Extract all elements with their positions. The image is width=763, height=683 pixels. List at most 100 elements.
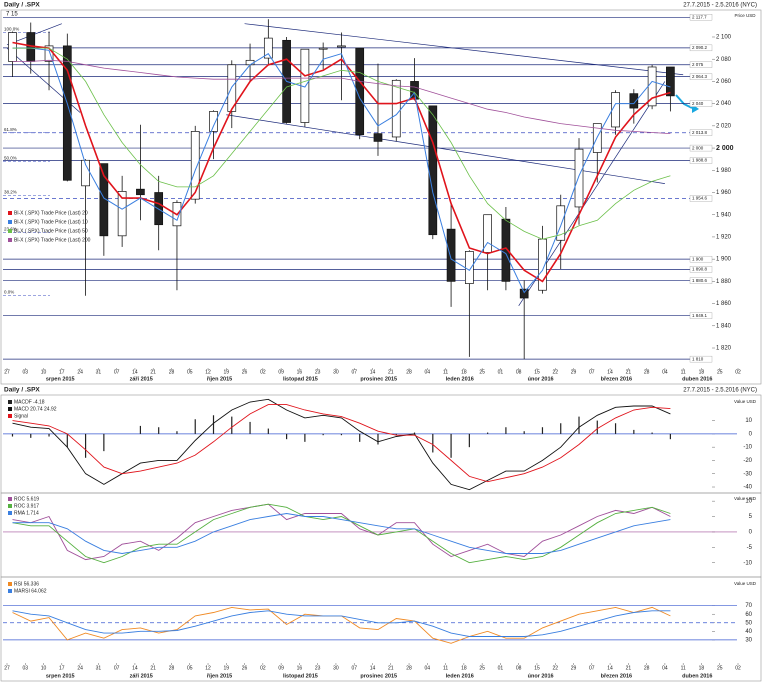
legend-entry: ROC 5.619 bbox=[14, 496, 39, 502]
y-tick-label: 10 bbox=[745, 499, 752, 505]
level-label-box bbox=[689, 14, 713, 21]
x-tick-label: 30 bbox=[333, 665, 339, 671]
legend-swatch bbox=[8, 582, 12, 586]
y-tick-label: 2 000 bbox=[716, 145, 734, 152]
x-tick-label: 04 bbox=[662, 665, 668, 671]
level-label: 2 064.3 bbox=[692, 74, 708, 79]
y-tick-label: 1 980 bbox=[716, 168, 732, 174]
trendline bbox=[244, 23, 684, 76]
x-tick-label: 21 bbox=[150, 665, 156, 671]
candle-body bbox=[483, 214, 492, 253]
date-range: 27.7.2015 - 2.5.2016 (NYC) bbox=[683, 3, 757, 9]
month-label: leden 2016 bbox=[446, 673, 474, 679]
level-label-box bbox=[689, 277, 713, 284]
x-tick-label: 15 bbox=[534, 665, 540, 671]
legend-swatch bbox=[8, 238, 12, 242]
candle-body bbox=[465, 251, 474, 284]
legend-swatch bbox=[8, 400, 12, 404]
x-tick-label: 14 bbox=[607, 665, 613, 671]
series-line bbox=[12, 47, 671, 294]
forecast-arrow bbox=[675, 94, 693, 109]
month-label: prosinec 2015 bbox=[360, 673, 397, 679]
x-tick-label: 18 bbox=[461, 369, 467, 375]
x-tick-label: 19 bbox=[224, 665, 230, 671]
level-label: 1 880.6 bbox=[692, 278, 708, 283]
legend-entry: MACDF -4.18 bbox=[14, 399, 45, 405]
x-tick-label: 04 bbox=[425, 369, 431, 375]
x-tick-label: 19 bbox=[224, 369, 230, 375]
x-tick-label: 30 bbox=[333, 369, 339, 375]
x-tick-label: 10 bbox=[41, 369, 47, 375]
x-tick-label: 22 bbox=[552, 665, 558, 671]
month-label: duben 2016 bbox=[682, 376, 712, 382]
level-label: 1 954.6 bbox=[692, 196, 708, 201]
x-tick-label: 07 bbox=[114, 369, 120, 375]
month-label: březen 2016 bbox=[601, 376, 633, 382]
x-tick-label: 11 bbox=[443, 665, 448, 671]
x-tick-label: 28 bbox=[644, 665, 650, 671]
panel-title: Daily / .SPX bbox=[4, 2, 40, 9]
candle-body bbox=[337, 45, 346, 48]
y-tick-label: 10 bbox=[745, 418, 752, 424]
month-label: březen 2016 bbox=[601, 673, 633, 679]
candle-body bbox=[355, 47, 365, 136]
month-label: únor 2016 bbox=[528, 376, 554, 382]
x-tick-label: 04 bbox=[425, 665, 431, 671]
panel-frame bbox=[0, 576, 762, 682]
y-tick-label: -30 bbox=[743, 471, 752, 477]
x-tick-label: 21 bbox=[150, 369, 156, 375]
x-tick-label: 16 bbox=[297, 369, 303, 375]
x-tick-label: 07 bbox=[114, 665, 120, 671]
y-tick-label: 1 920 bbox=[716, 235, 732, 241]
x-tick-label: 27 bbox=[4, 369, 10, 375]
corner-label: 7 15 bbox=[6, 12, 18, 18]
x-tick-label: 25 bbox=[479, 369, 485, 375]
legend-entry: Bl-X (.SPX) Trade Price (Last) 50 bbox=[14, 228, 88, 234]
x-tick-label: 08 bbox=[516, 665, 522, 671]
x-tick-label: 14 bbox=[370, 665, 376, 671]
level-label-box bbox=[689, 255, 713, 263]
y-tick-label: -40 bbox=[743, 485, 752, 491]
panel-title: Daily / .SPX bbox=[4, 387, 40, 394]
x-tick-label: 29 bbox=[571, 665, 577, 671]
legend-entry: RMA 1.714 bbox=[14, 510, 39, 516]
level-label-box bbox=[689, 157, 713, 164]
level-label: 1 988.8 bbox=[692, 158, 708, 163]
candle-body bbox=[446, 228, 456, 282]
x-tick-label: 01 bbox=[498, 665, 504, 671]
candle-body bbox=[62, 45, 72, 181]
x-tick-label: 08 bbox=[516, 369, 522, 375]
y-tick-label: 0 bbox=[749, 530, 753, 536]
x-tick-label: 14 bbox=[132, 369, 138, 375]
candle-body bbox=[501, 218, 511, 282]
series-line bbox=[12, 47, 671, 240]
series-line bbox=[12, 503, 671, 564]
candle-body bbox=[99, 163, 109, 237]
y-tick-label: 1 900 bbox=[716, 257, 732, 263]
level-label: 1 890.8 bbox=[692, 267, 708, 272]
level-label-box bbox=[689, 44, 713, 52]
y-axis-label: Value USD bbox=[734, 399, 757, 404]
x-tick-label: 23 bbox=[315, 665, 321, 671]
x-tick-label: 25 bbox=[717, 665, 723, 671]
level-label: 1 849.1 bbox=[692, 313, 708, 318]
x-tick-label: 28 bbox=[169, 665, 175, 671]
x-tick-label: 28 bbox=[644, 369, 650, 375]
y-axis-label: Price USD bbox=[734, 13, 756, 18]
candle-body bbox=[117, 191, 127, 237]
candle-body bbox=[666, 66, 675, 97]
x-tick-label: 05 bbox=[187, 369, 193, 375]
x-tick-label: 07 bbox=[589, 369, 595, 375]
month-label: prosinec 2015 bbox=[360, 376, 397, 382]
legend-swatch bbox=[8, 511, 12, 515]
series-line bbox=[12, 513, 671, 554]
legend-entry: ROC 3.917 bbox=[14, 503, 39, 509]
month-label: říjen 2015 bbox=[207, 376, 232, 382]
y-tick-label: 5 bbox=[749, 514, 753, 520]
y-tick-label: 2 020 bbox=[716, 123, 732, 129]
month-label: září 2015 bbox=[130, 673, 153, 679]
legend-entry: RSI 56.336 bbox=[14, 581, 39, 587]
candle-body bbox=[8, 32, 17, 62]
legend-swatch bbox=[8, 229, 12, 233]
